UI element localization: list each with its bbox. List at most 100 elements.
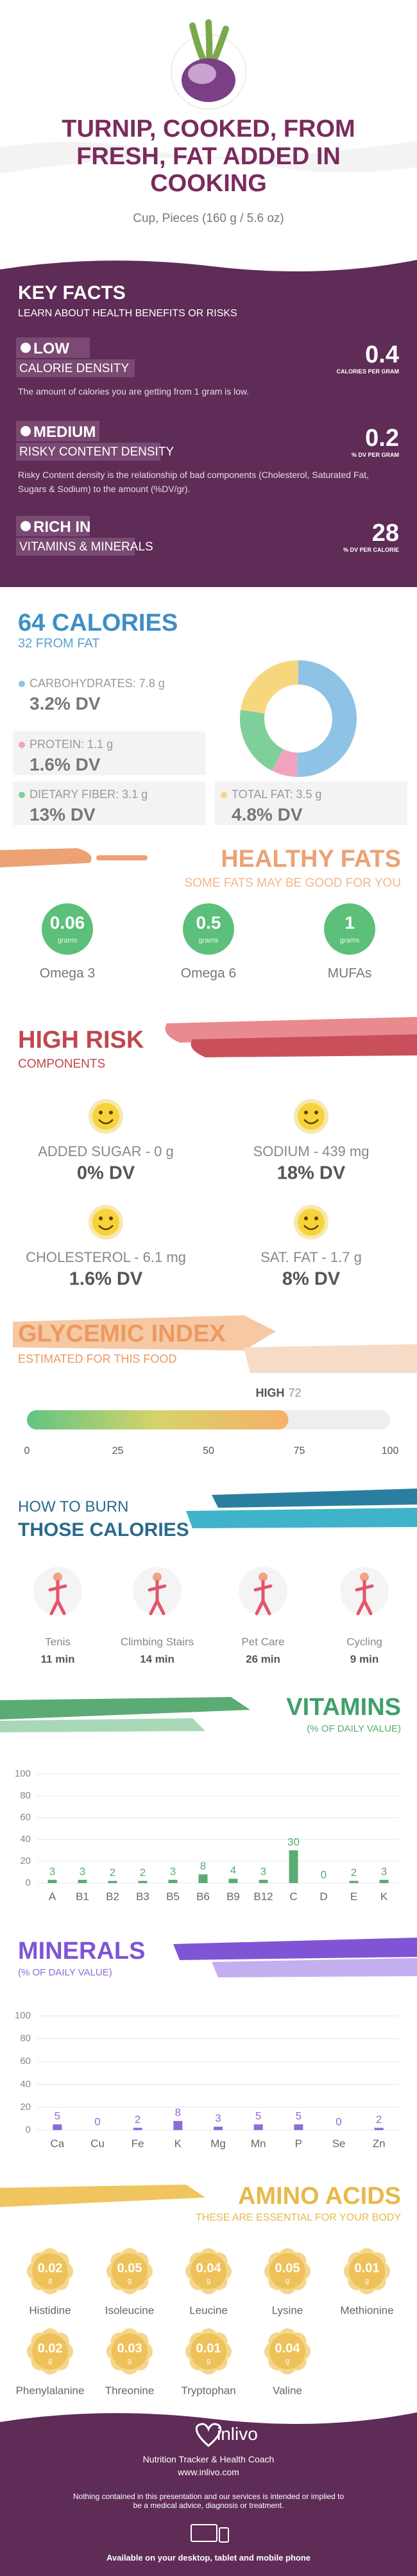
fact-level: LOW [33, 340, 69, 357]
amino-unit: g [128, 2277, 132, 2285]
bar [374, 2128, 384, 2130]
amino-name: Leucine [189, 2304, 228, 2316]
bar [253, 2124, 263, 2130]
fat-value: 1 [345, 912, 355, 932]
gi-bar [27, 1410, 289, 1429]
activity-head [259, 1573, 268, 1582]
risk-dv: 8% DV [282, 1269, 341, 1290]
x-tick-label: B5 [166, 1890, 180, 1902]
fat-name: MUFAs [328, 966, 372, 981]
amino-unit: g [207, 2277, 210, 2285]
fact-value: 0.2 [365, 425, 399, 452]
x-tick-label: Fe [132, 2137, 144, 2149]
x-tick-label: E [350, 1890, 357, 1902]
brush [212, 1488, 417, 1508]
activity-body [355, 1580, 374, 1616]
x-tick-label: K [380, 1890, 388, 1902]
amino-circle [32, 2253, 68, 2289]
amino-value: 0.04 [275, 2341, 301, 2355]
macro-label: TOTAL FAT: 3.5 g [232, 788, 321, 801]
gi-tick-label: 25 [112, 1446, 124, 1456]
macro-grams: 7.8 [139, 677, 155, 690]
brand: inlivo [217, 2424, 258, 2444]
bar [108, 1881, 117, 1883]
macro-name: DIETARY FIBER: [30, 788, 119, 801]
emoji-eye [314, 1216, 318, 1220]
section-subtitle: 32 FROM FAT [18, 636, 100, 651]
fact-label: CALORIE DENSITY [19, 362, 130, 375]
emoji-eye [109, 1216, 113, 1220]
section-title: HIGH RISK [18, 1027, 144, 1053]
amino-unit: g [128, 2357, 132, 2365]
title: TURNIP, COOKED, FROM FRESH, FAT ADDED IN… [62, 115, 355, 198]
emoji-face [294, 1205, 328, 1240]
fact-value: 28 [371, 520, 399, 547]
y-tick-label: 100 [15, 1768, 31, 1779]
value-label: 5 [55, 2110, 60, 2122]
amino-unit: g [48, 2357, 52, 2365]
x-tick-label: B6 [196, 1890, 210, 1902]
value-label: 8 [200, 1860, 206, 1872]
availability: Available on your desktop, tablet and mo… [106, 2553, 311, 2563]
label-tag-bg [16, 538, 135, 556]
strip [13, 731, 205, 775]
amino-name: Phenylalanine [16, 2384, 85, 2396]
section-title: MINERALS [18, 1938, 146, 1965]
value-label: 0 [94, 2115, 100, 2128]
activity-body [253, 1580, 273, 1616]
emoji-eye [99, 1216, 103, 1220]
bar [173, 2120, 183, 2130]
activity-head [153, 1573, 162, 1582]
activity-time: 14 min [140, 1653, 174, 1665]
label-tag-bg [16, 443, 160, 461]
y-tick-label: 60 [20, 2056, 31, 2067]
amino-unit: g [285, 2357, 289, 2365]
url[interactable]: www.inlivo.com [178, 2467, 239, 2477]
value-label: 3 [215, 2112, 221, 2124]
activity-time: 26 min [246, 1653, 280, 1665]
macro-label: CARBOHYDRATES: 7.8 g [30, 677, 165, 690]
emoji-eye [314, 1111, 318, 1114]
macro-grams: 3.1 [122, 788, 139, 801]
fact-icon [21, 426, 31, 436]
activity-name: Tenis [45, 1635, 71, 1648]
brush [212, 1958, 417, 1977]
macro-name: PROTEIN: [30, 738, 85, 751]
value-label: 5 [255, 2110, 261, 2122]
x-tick-label: A [49, 1890, 56, 1902]
activity-head [53, 1573, 62, 1582]
value-label: 2 [110, 1866, 115, 1879]
footer-bg [0, 2412, 417, 2576]
activity-body [48, 1580, 67, 1616]
emoji-face [89, 1205, 123, 1240]
y-tick-label: 40 [20, 2079, 31, 2090]
macro-name: CARBOHYDRATES: [30, 677, 136, 690]
amino-value: 0.02 [38, 2341, 63, 2355]
fat-name: Omega 6 [181, 966, 236, 981]
x-tick-label: Cu [90, 2137, 105, 2149]
macro-name: TOTAL FAT: [232, 788, 293, 801]
fact-description: Risky Content density is the relationshi… [18, 470, 370, 494]
bar [289, 1850, 298, 1883]
section-subtitle: (% OF DAILY VALUE) [18, 1967, 112, 1978]
gi-tick-label: 50 [203, 1446, 214, 1456]
amino-name: Methionine [340, 2304, 393, 2316]
brush [244, 1344, 417, 1373]
activity-head [360, 1573, 369, 1582]
amino-name: Lysine [272, 2304, 303, 2316]
amino-circle [269, 2253, 305, 2289]
value-label: 3 [381, 1865, 387, 1877]
bar [349, 1881, 359, 1883]
macro-label: DIETARY FIBER: 3.1 g [30, 788, 148, 801]
fact-description: The amount of calories you are getting f… [18, 386, 250, 397]
value-label: 0 [336, 2115, 341, 2128]
amino-unit: g [285, 2277, 289, 2285]
activity-name: Pet Care [241, 1635, 284, 1648]
brush [0, 1718, 205, 1732]
section-subtitle: (% OF DAILY VALUE) [307, 1723, 401, 1734]
activity-name: Cycling [346, 1635, 382, 1648]
amino-name: Tryptophan [181, 2384, 235, 2396]
turnip-light [188, 64, 216, 84]
amino-value: 0.05 [117, 2261, 142, 2275]
fact-value: 0.4 [365, 341, 399, 368]
